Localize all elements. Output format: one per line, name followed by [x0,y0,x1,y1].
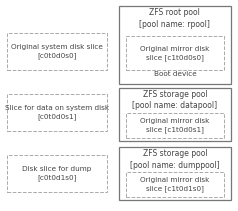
Text: Boot device: Boot device [154,72,196,77]
Bar [7,155,107,192]
Text: Original mirror disk
slice [c1t0d1s0]: Original mirror disk slice [c1t0d1s0] [140,177,210,192]
Text: Disk slice for dump
[c0t0d1s0]: Disk slice for dump [c0t0d1s0] [22,166,92,181]
Text: ZFS storage pool
[pool name: datapool]: ZFS storage pool [pool name: datapool] [132,90,218,111]
Bar [119,147,231,200]
Text: Original system disk slice
[c0t0d0s0]: Original system disk slice [c0t0d0s0] [11,43,103,59]
Bar [126,36,224,70]
Text: ZFS storage pool
[pool name: dumppool]: ZFS storage pool [pool name: dumppool] [130,149,220,170]
Text: Slice for data on system disk
[c0t0d0s1]: Slice for data on system disk [c0t0d0s1] [5,105,109,120]
Bar [7,33,107,70]
Bar [119,88,231,141]
Bar [7,94,107,131]
Bar [119,6,231,84]
Text: Original mirror disk
slice [c1t0d0s0]: Original mirror disk slice [c1t0d0s0] [140,46,210,61]
Text: ZFS root pool
[pool name: rpool]: ZFS root pool [pool name: rpool] [139,8,210,29]
Bar [126,113,224,138]
Text: Original mirror disk
slice [c1t0d0s1]: Original mirror disk slice [c1t0d0s1] [140,118,210,133]
Bar [126,172,224,197]
